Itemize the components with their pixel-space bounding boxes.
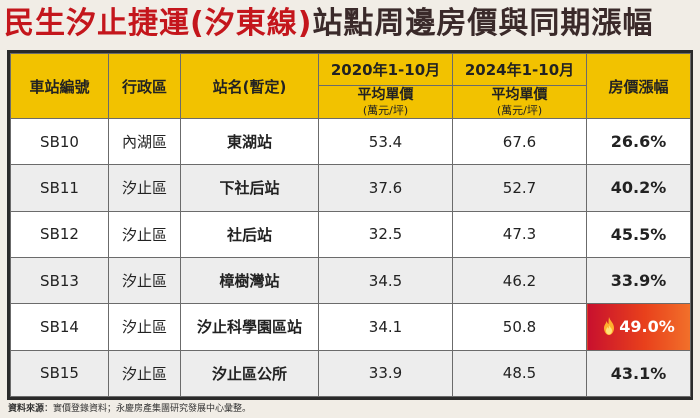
table-row: SB11 汐止區 下社后站 37.6 52.7 40.2%	[10, 164, 691, 212]
cell-price-2020: 53.4	[318, 117, 453, 166]
cell-station-no: SB15	[10, 349, 109, 398]
avg-price-label: 平均單價	[491, 87, 548, 103]
cell-station-name: 汐止科學園區站	[180, 303, 319, 351]
cell-price-2020: 32.5	[318, 210, 453, 258]
rise-value: 49.0%	[619, 317, 675, 337]
cell-rise: 43.1%	[586, 349, 691, 398]
cell-station-no: SB11	[10, 164, 109, 212]
source-label: 資料來源	[8, 404, 45, 414]
fire-icon	[604, 317, 615, 336]
cell-rise: 26.6%	[586, 117, 691, 166]
header-station-no: 車站編號	[10, 53, 109, 119]
cell-station-name: 下社后站	[180, 164, 319, 212]
cell-price-2024: 46.2	[452, 256, 587, 305]
unit-label: (萬元/坪)	[496, 104, 543, 117]
table-row: SB10 內湖區 東湖站 53.4 67.6 26.6%	[10, 117, 691, 166]
cell-station-name: 東湖站	[180, 117, 319, 166]
header-rise: 房價漲幅	[586, 53, 691, 119]
cell-price-2020: 34.5	[318, 256, 453, 305]
header-district: 行政區	[108, 53, 181, 119]
header-station-name: 站名(暫定)	[180, 53, 319, 119]
cell-district: 汐止區	[108, 164, 181, 212]
cell-station-no: SB10	[10, 117, 109, 166]
cell-rise-highlight: 49.0%	[586, 303, 691, 351]
cell-price-2020: 37.6	[318, 164, 453, 212]
cell-station-no: SB12	[10, 210, 109, 258]
price-table: 車站編號 行政區 站名(暫定) 2020年1-10月 2024年1-10月 房價…	[10, 53, 691, 398]
source-note: 資料來源：實價登錄資料；永慶房產集團研究發展中心彙整。	[8, 403, 251, 415]
cell-price-2024: 52.7	[452, 164, 587, 212]
cell-station-no: SB14	[10, 303, 109, 351]
header-avg-price-2024: 平均單價 (萬元/坪)	[452, 85, 587, 119]
cell-price-2020: 34.1	[318, 303, 453, 351]
title-part-1: 民生汐止捷運(汐東線)	[4, 6, 313, 41]
header-avg-price-2020: 平均單價 (萬元/坪)	[318, 85, 453, 119]
price-table-frame: 車站編號 行政區 站名(暫定) 2020年1-10月 2024年1-10月 房價…	[7, 50, 693, 400]
table-row: SB15 汐止區 汐止區公所 33.9 48.5 43.1%	[10, 349, 691, 398]
unit-label: (萬元/坪)	[362, 104, 409, 117]
avg-price-label: 平均單價	[357, 87, 414, 103]
title-part-2: 站點周邊房價與同期漲幅	[312, 6, 654, 41]
source-text: ：實價登錄資料；永慶房產集團研究發展中心彙整。	[44, 404, 252, 414]
cell-rise: 33.9%	[586, 256, 691, 305]
header-period-2024: 2024年1-10月	[452, 53, 587, 86]
cell-station-name: 汐止區公所	[180, 349, 319, 398]
cell-price-2024: 67.6	[452, 117, 587, 166]
table-row: SB12 汐止區 社后站 32.5 47.3 45.5%	[10, 210, 691, 258]
cell-rise: 40.2%	[586, 164, 691, 212]
cell-district: 汐止區	[108, 303, 181, 351]
cell-district: 內湖區	[108, 117, 181, 166]
cell-district: 汐止區	[108, 210, 181, 258]
cell-price-2024: 48.5	[452, 349, 587, 398]
cell-station-no: SB13	[10, 256, 109, 305]
table-row: SB14 汐止區 汐止科學園區站 34.1 50.8 49.0%	[10, 303, 691, 351]
header-period-2020: 2020年1-10月	[318, 53, 453, 86]
table-row: SB13 汐止區 樟樹灣站 34.5 46.2 33.9%	[10, 256, 691, 305]
cell-district: 汐止區	[108, 256, 181, 305]
cell-rise: 45.5%	[586, 210, 691, 258]
cell-district: 汐止區	[108, 349, 181, 398]
cell-station-name: 社后站	[180, 210, 319, 258]
cell-price-2024: 47.3	[452, 210, 587, 258]
cell-station-name: 樟樹灣站	[180, 256, 319, 305]
cell-price-2020: 33.9	[318, 349, 453, 398]
cell-price-2024: 50.8	[452, 303, 587, 351]
page-title: 民生汐止捷運(汐東線)站點周邊房價與同期漲幅	[4, 2, 696, 46]
